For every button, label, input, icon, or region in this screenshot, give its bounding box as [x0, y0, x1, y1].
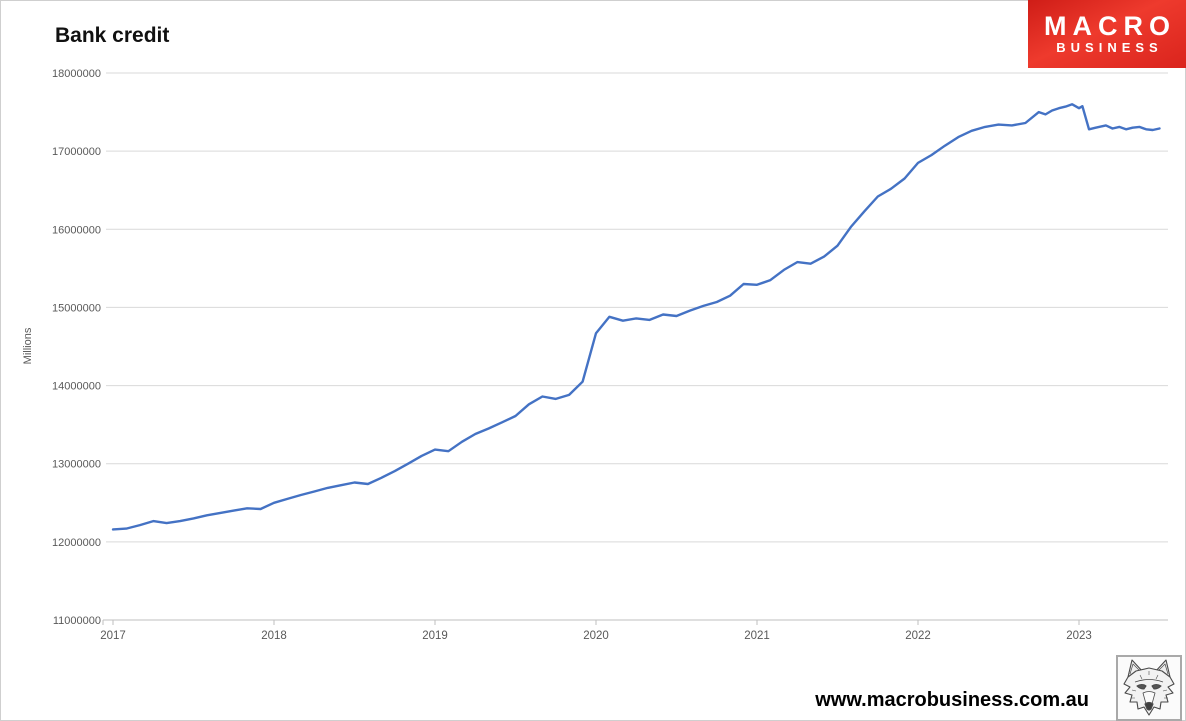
- y-axis-tick-label: 13000000: [52, 459, 101, 471]
- y-axis-tick-label: 12000000: [52, 537, 101, 549]
- bank-credit-series-line: [111, 103, 1161, 531]
- y-axis-title: Millions: [22, 327, 34, 364]
- x-axis-tick-label: 2020: [583, 630, 609, 642]
- chart-title: Bank credit: [55, 24, 170, 47]
- x-axis-tick-label: 2021: [744, 630, 770, 642]
- y-axis-tick-label: 14000000: [52, 381, 101, 393]
- y-axis-tick-label: 11000000: [53, 615, 101, 627]
- x-axis-tick-label: 2022: [905, 630, 931, 642]
- y-axis-tick-label: 15000000: [52, 302, 101, 314]
- macrobusiness-logo: MACRO BUSINESS: [1028, 0, 1186, 68]
- x-axis-tick-label: 2019: [422, 630, 448, 642]
- wolf-logo-frame: [1116, 655, 1182, 721]
- logo-line-business: BUSINESS: [1056, 40, 1163, 55]
- y-axis-tick-label: 16000000: [52, 224, 101, 236]
- x-axis-tick-label: 2018: [261, 630, 287, 642]
- wolf-sketch-icon: [1123, 659, 1175, 716]
- watermark-url: www.macrobusiness.com.au: [815, 689, 1089, 711]
- y-axis-tick-label: 17000000: [52, 146, 101, 158]
- x-axis-tick-label: 2017: [100, 630, 126, 642]
- x-axis-tick-label: 2023: [1066, 630, 1092, 642]
- y-axis-tick-label: 18000000: [52, 68, 101, 80]
- logo-line-macro: MACRO: [1044, 11, 1176, 41]
